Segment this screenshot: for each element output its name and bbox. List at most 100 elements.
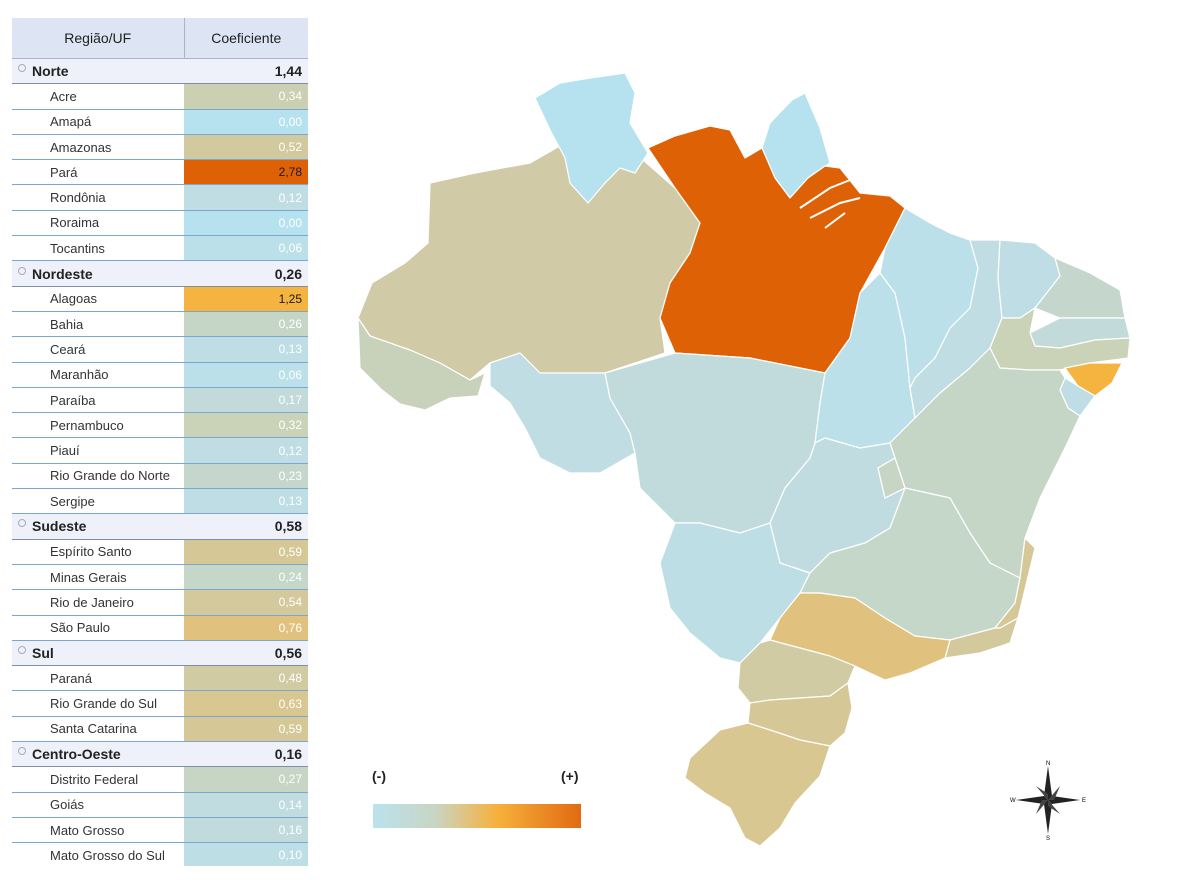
state-name: Amapá [50, 114, 92, 130]
region-value: 0,26 [184, 260, 308, 287]
table-body: Norte 1,44 Acre 0,34 Amapá 0,00 Amazonas 0,52 Pa… [12, 58, 308, 866]
state-RR[interactable] [534, 72, 649, 204]
state-row[interactable]: Bahia 0,26 [12, 311, 308, 338]
state-AC[interactable] [357, 317, 486, 411]
brazil-map [330, 18, 1200, 866]
state-value: 0,63 [184, 690, 308, 717]
region-name: Nordeste [32, 265, 93, 282]
state-RS[interactable] [684, 722, 831, 847]
state-row[interactable]: Ceará 0,13 [12, 336, 308, 363]
state-row[interactable]: Amapá 0,00 [12, 109, 308, 135]
state-name: Bahia [50, 316, 84, 332]
state-name: Pernambuco [50, 417, 124, 433]
state-row[interactable]: Sergipe 0,13 [12, 488, 308, 515]
state-value: 0,12 [184, 184, 308, 211]
state-name: Paraíba [50, 392, 96, 408]
state-value: 2,78 [184, 159, 308, 186]
state-row[interactable]: Rondônia 0,12 [12, 184, 308, 211]
state-value: 0,00 [184, 210, 308, 237]
state-value: 0,54 [184, 589, 308, 616]
state-name: Mato Grosso [50, 822, 125, 838]
state-value: 0,17 [184, 387, 308, 414]
state-value: 0,16 [184, 817, 308, 844]
state-row[interactable]: Santa Catarina 0,59 [12, 716, 308, 743]
state-value: 0,48 [184, 665, 308, 692]
state-name: Mato Grosso do Sul [50, 847, 165, 863]
region-name: Centro-Oeste [32, 746, 121, 763]
region-name: Sul [32, 644, 54, 661]
region-value: 1,44 [184, 58, 308, 85]
state-value: 0,00 [184, 109, 308, 135]
state-name: Alagoas [50, 291, 97, 307]
collapse-toggle-icon[interactable] [18, 645, 26, 654]
table-header-row: Região/UF Coeficiente [12, 18, 308, 59]
state-name: Goiás [50, 797, 84, 813]
header-coefficient[interactable]: Coeficiente [184, 18, 308, 59]
region-row[interactable]: Sul 0,56 [12, 640, 308, 667]
state-PA[interactable] [647, 125, 906, 374]
state-row[interactable]: Acre 0,34 [12, 83, 308, 110]
state-row[interactable]: Rio Grande do Norte 0,23 [12, 463, 308, 490]
state-name: Distrito Federal [50, 771, 139, 787]
svg-text:W: W [1010, 798, 1016, 804]
state-name: Amazonas [50, 139, 112, 155]
state-row[interactable]: Paraíba 0,17 [12, 387, 308, 414]
state-row[interactable]: Alagoas 1,25 [12, 286, 308, 312]
header-region[interactable]: Região/UF [12, 18, 185, 59]
collapse-toggle-icon[interactable] [18, 747, 26, 756]
state-name: Rio Grande do Norte [50, 468, 170, 484]
state-row[interactable]: Minas Gerais 0,24 [12, 564, 308, 591]
region-row[interactable]: Nordeste 0,26 [12, 260, 308, 287]
state-row[interactable]: Rio de Janeiro 0,54 [12, 589, 308, 616]
state-row[interactable]: Pará 2,78 [12, 159, 308, 186]
state-name: Minas Gerais [50, 569, 127, 585]
state-row[interactable]: Roraima 0,00 [12, 210, 308, 237]
state-RJ[interactable] [944, 617, 1019, 659]
collapse-toggle-icon[interactable] [18, 64, 26, 73]
coefficient-table: Região/UF Coeficiente Norte 1,44 Acre 0,34 A… [12, 18, 308, 866]
state-value: 0,27 [184, 766, 308, 793]
region-value: 0,16 [184, 741, 308, 768]
state-name: Piauí [50, 443, 80, 459]
state-row[interactable]: Distrito Federal 0,27 [12, 766, 308, 793]
state-value: 0,23 [184, 463, 308, 490]
state-name: Roraima [50, 215, 100, 231]
state-value: 0,12 [184, 437, 308, 464]
state-name: Rondônia [50, 190, 106, 206]
region-row[interactable]: Sudeste 0,58 [12, 513, 308, 540]
svg-text:N: N [1046, 761, 1050, 767]
state-value: 0,32 [184, 412, 308, 439]
state-name: Tocantins [50, 240, 105, 256]
state-row[interactable]: Amazonas 0,52 [12, 134, 308, 161]
state-row[interactable]: Mato Grosso 0,16 [12, 817, 308, 844]
state-row[interactable]: Piauí 0,12 [12, 437, 308, 464]
state-row[interactable]: Maranhão 0,06 [12, 362, 308, 388]
state-value: 1,25 [184, 286, 308, 312]
collapse-toggle-icon[interactable] [18, 266, 26, 275]
state-value: 0,06 [184, 235, 308, 262]
state-row[interactable]: Pernambuco 0,32 [12, 412, 308, 439]
state-row[interactable]: Rio Grande do Sul 0,63 [12, 690, 308, 717]
brazil-map-svg [357, 72, 1131, 847]
state-row[interactable]: Tocantins 0,06 [12, 235, 308, 262]
state-row[interactable]: Goiás 0,14 [12, 792, 308, 818]
region-value: 0,56 [184, 640, 308, 667]
collapse-toggle-icon[interactable] [18, 519, 26, 528]
state-row[interactable]: Paraná 0,48 [12, 665, 308, 692]
svg-text:E: E [1082, 798, 1086, 804]
coefficient-table-panel: Região/UF Coeficiente Norte 1,44 Acre 0,34 A… [12, 18, 308, 866]
state-row[interactable]: São Paulo 0,76 [12, 615, 308, 641]
region-name: Norte [32, 63, 69, 80]
legend-low-label: (-) [372, 768, 386, 784]
region-value: 0,58 [184, 513, 308, 540]
state-name: Paraná [50, 670, 92, 686]
region-row[interactable]: Norte 1,44 [12, 58, 308, 85]
state-name: Rio Grande do Sul [50, 696, 157, 712]
state-row[interactable]: Espírito Santo 0,59 [12, 539, 308, 565]
region-row[interactable]: Centro-Oeste 0,16 [12, 741, 308, 768]
state-value: 0,10 [184, 842, 308, 866]
state-row[interactable]: Mato Grosso do Sul 0,10 [12, 842, 308, 866]
state-name: São Paulo [50, 620, 110, 636]
state-value: 0,59 [184, 716, 308, 743]
state-AM[interactable] [357, 132, 701, 381]
